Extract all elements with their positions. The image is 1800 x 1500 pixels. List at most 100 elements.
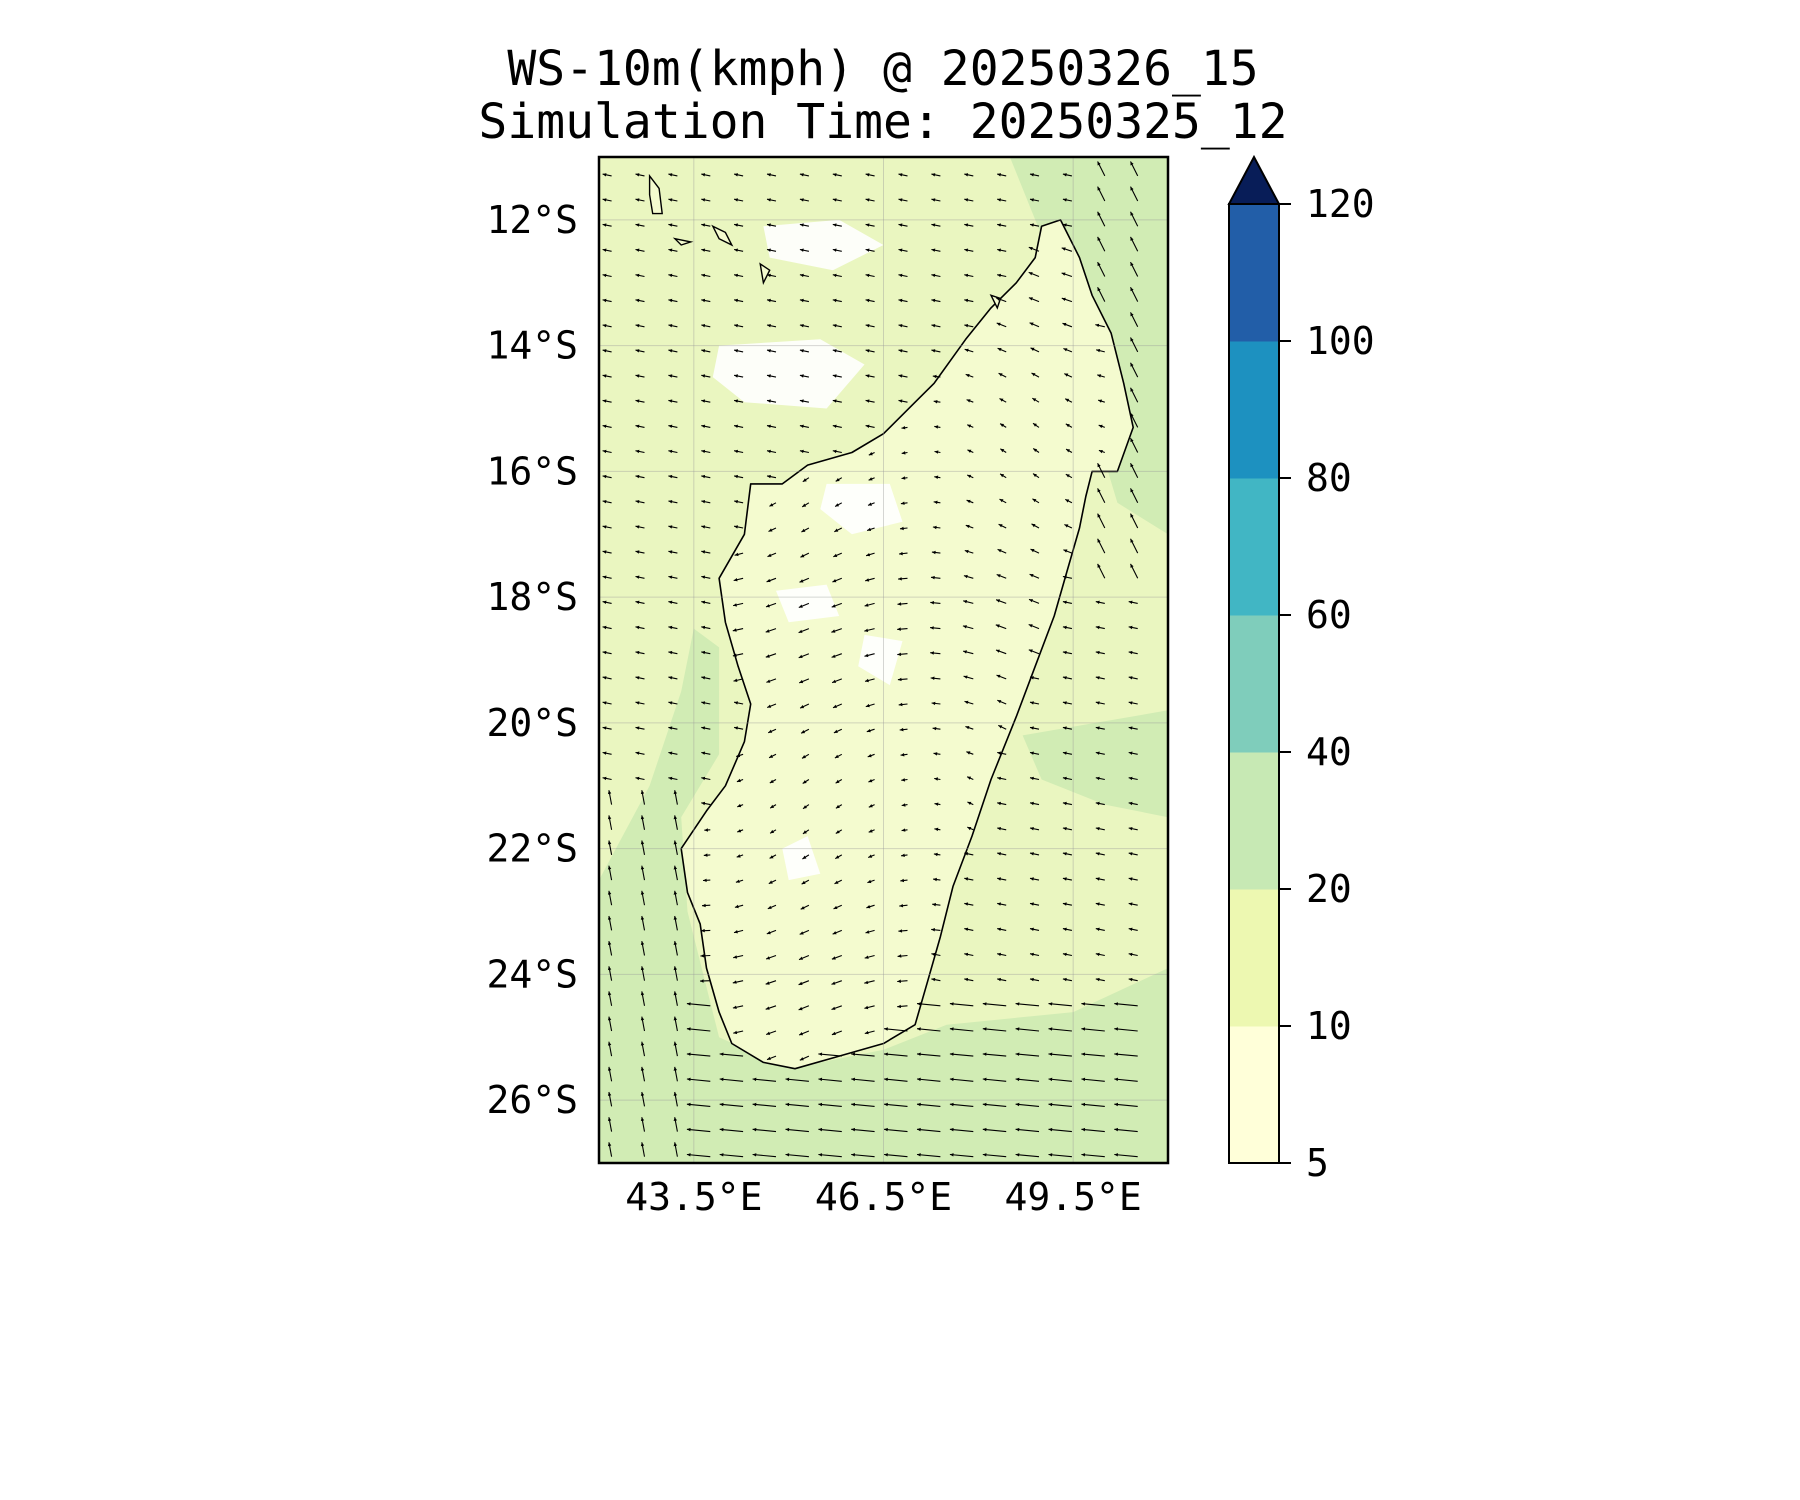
wind-vector-head [798,629,803,633]
wind-vector-head [1130,312,1134,317]
wind-vector-head [934,802,939,806]
wind-vector-head [799,956,803,960]
wind-vector-head [1030,977,1034,982]
wind-vector-head [901,451,906,455]
wind-vector-head [818,1127,823,1132]
wind-vector-head [1114,1077,1118,1082]
wind-vector [916,1003,941,1007]
wind-vector-head [701,399,706,403]
wind-vector-head [831,1006,836,1010]
wind-vector-head [901,803,906,807]
wind-vector-head [832,679,837,683]
wind-vector-head [734,474,738,479]
wind-vector-head [831,956,836,960]
wind-vector-head [949,1127,954,1132]
wind-vector-head [701,198,706,202]
wind-vector-head [686,1102,691,1107]
wind-vector-head [998,373,1003,377]
wind-vector-head [997,827,1001,831]
wind-vector-head [901,828,906,832]
wind-vector-head [673,890,678,895]
wind-vector-head [833,553,838,557]
wind-vector-head [999,499,1004,503]
wind-vector-head [635,650,640,655]
wind-vector-head [1095,676,1100,680]
wind-vector-head [933,752,938,756]
wind-vector-head [934,425,939,429]
wind-vector-head [834,880,839,884]
wind-vector [1015,1128,1040,1133]
lon-label: 43.5°E [625,1175,762,1219]
wind-vector-head [668,600,673,604]
wind-vector-head [832,223,837,227]
wind-vector [719,1153,744,1158]
wind-vector [949,1128,974,1133]
wind-vector-head [607,916,612,920]
wind-vector-head [1029,574,1034,578]
wind-vector [719,1053,744,1057]
wind-vector [884,1153,908,1158]
calm-zone-1 [712,339,865,409]
wind-vector-head [1128,977,1133,982]
wind-vector-head [964,700,969,705]
wind-vector-head [701,625,706,630]
wind-vector-head [1130,186,1134,191]
wind-vector-head [602,399,607,403]
wind-vector [1081,1103,1105,1107]
wind-vector-head [897,602,902,606]
wind-vector-head [832,374,837,378]
wind-vector-head [917,1153,921,1157]
wind-vector-head [733,1030,738,1035]
island-2 [672,237,694,246]
wind-vector-head [640,1016,645,1021]
wind-vector [818,1053,842,1057]
wind-vector [752,1078,777,1082]
wind-vector-head [1097,563,1101,568]
wind-vector-head [635,198,640,202]
wind-band-3 [1022,710,1168,818]
colorbar-label: 20 [1306,867,1352,911]
wind-vector-head [1062,827,1067,831]
wind-vector-head [851,1102,855,1107]
lat-label: 16°S [486,449,578,493]
wind-vector-head [673,865,678,870]
wind-vector-head [1062,676,1067,680]
wind-vector-head [1015,1127,1020,1132]
wind-vector-head [640,1117,645,1121]
wind-vector-head [734,500,738,504]
wind-vector-head [1065,398,1070,402]
wind-vector-head [635,751,640,755]
wind-vector-head [901,426,906,430]
wind-vector-head [1097,488,1101,493]
wind-vector-head [1028,297,1033,301]
wind-vector-head [766,931,771,935]
wind-vector-head [1061,297,1066,301]
wind-vector-head [701,751,706,755]
wind-vector-head [917,1002,921,1006]
wind-vector-head [865,399,870,403]
wind-vector [1081,1003,1105,1007]
wind-vector-head [1130,413,1134,417]
wind-vector-head [602,223,607,227]
wind-vector-head [736,778,741,783]
wind-vector-head [767,324,771,328]
wind-vector-head [1130,236,1134,241]
wind-vector-head [832,273,837,278]
wind-vector-head [602,374,607,378]
colorbar-segment [1229,341,1279,479]
wind-vector-head [865,374,870,378]
wind-vector-head [673,790,678,795]
wind-vector-head [1015,1002,1020,1006]
wind-vector-head [897,652,902,656]
wind-vector-head [802,780,807,784]
wind-vector-head [701,550,706,554]
wind-vector-head [832,198,837,202]
wind-vector-head [668,349,673,353]
wind-vector [851,1078,875,1082]
wind-vector-head [1097,513,1101,518]
island-4 [759,262,771,286]
wind-vector-head [818,1153,823,1157]
wind-vector-head [635,273,640,278]
wind-vector-head [798,604,803,608]
wind-vector-head [769,855,774,859]
